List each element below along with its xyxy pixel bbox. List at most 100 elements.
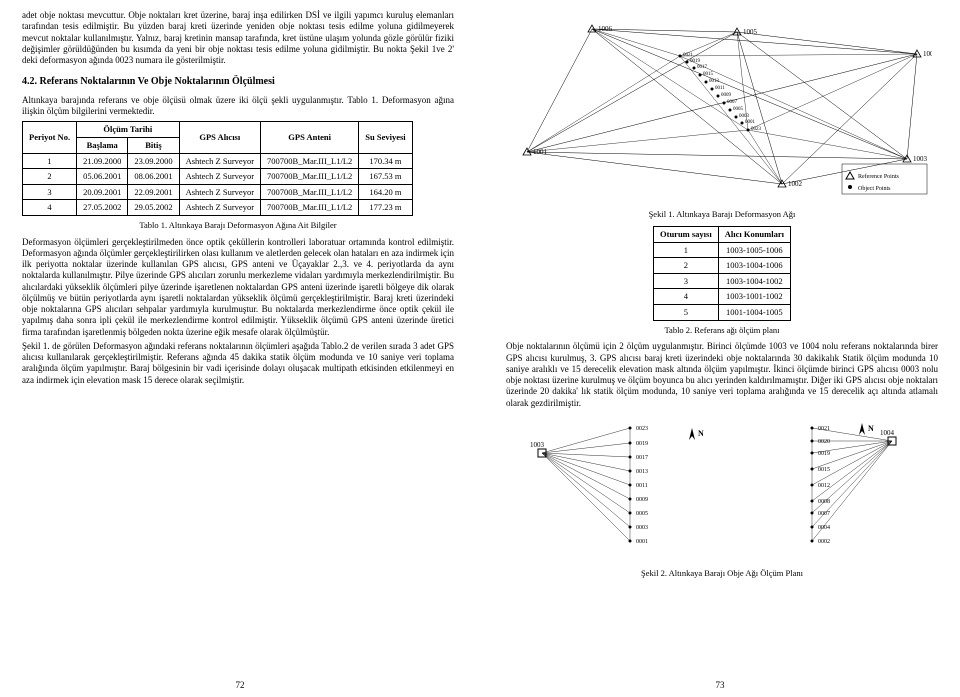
td: 177.23 m — [359, 200, 412, 216]
svg-text:0009: 0009 — [636, 497, 648, 503]
para: adet obje noktası mevcuttur. Obje noktal… — [22, 10, 454, 66]
svg-text:0005: 0005 — [636, 511, 648, 517]
th: Su Seviyesi — [359, 122, 412, 153]
td: 700700B_Mar.III_L1/L2 — [261, 169, 359, 185]
para: Şekil 1. de görülen Deformasyon ağındaki… — [22, 341, 454, 386]
td: 170.34 m — [359, 153, 412, 169]
th: Alıcı Konumları — [718, 226, 790, 242]
td: 700700B_Mar.III_L1/L2 — [261, 200, 359, 216]
svg-text:0003: 0003 — [739, 114, 750, 119]
td: 29.05.2002 — [128, 200, 179, 216]
svg-text:0017: 0017 — [697, 65, 708, 70]
table-1-caption: Tablo 1. Altınkaya Barajı Deformasyon Ağ… — [22, 220, 454, 231]
td: 3 — [654, 273, 719, 289]
svg-text:1002: 1002 — [788, 180, 803, 188]
svg-text:0021: 0021 — [818, 426, 830, 432]
td: 08.06.2001 — [128, 169, 179, 185]
svg-text:0011: 0011 — [636, 483, 648, 489]
td: 1 — [23, 153, 77, 169]
td: 1 — [654, 242, 719, 258]
td: 167.53 m — [359, 169, 412, 185]
svg-text:1003: 1003 — [913, 155, 928, 163]
td: 5 — [654, 305, 719, 321]
svg-text:Reference Points: Reference Points — [858, 173, 899, 180]
table-1: Periyot No. Ölçüm Tarihi GPS Alıcısı GPS… — [22, 121, 413, 216]
svg-text:0002: 0002 — [818, 539, 830, 545]
svg-text:0021: 0021 — [683, 53, 694, 58]
table-row: 320.09.200122.09.2001Ashtech Z Surveyor7… — [23, 184, 413, 200]
svg-text:1006: 1006 — [598, 25, 613, 33]
svg-text:1004: 1004 — [923, 50, 932, 58]
svg-text:0003: 0003 — [636, 525, 648, 531]
td: 700700B_Mar.III_L1/L2 — [261, 184, 359, 200]
td: 4 — [23, 200, 77, 216]
table-row: 21003-1004-1006 — [654, 258, 791, 274]
td: 1001-1004-1005 — [718, 305, 790, 321]
svg-text:N: N — [868, 424, 874, 433]
td: 4 — [654, 289, 719, 305]
svg-text:0015: 0015 — [818, 467, 830, 473]
td: 1003-1001-1002 — [718, 289, 790, 305]
svg-text:1001: 1001 — [533, 148, 548, 156]
svg-text:0023: 0023 — [636, 426, 648, 432]
td: 2 — [654, 258, 719, 274]
svg-text:N: N — [698, 429, 704, 438]
td: Ashtech Z Surveyor — [179, 169, 260, 185]
td: 22.09.2001 — [128, 184, 179, 200]
svg-text:0001: 0001 — [745, 120, 756, 125]
td: 05.06.2001 — [77, 169, 128, 185]
table-row: 205.06.200108.06.2001Ashtech Z Surveyor7… — [23, 169, 413, 185]
object-network-svg: 1003100400230019001700130011000900050003… — [512, 413, 932, 563]
table-2-caption: Tablo 2. Referans ağı ölçüm planı — [506, 325, 938, 336]
th: GPS Anteni — [261, 122, 359, 153]
svg-text:0011: 0011 — [715, 86, 725, 91]
table-row: 427.05.200229.05.2002Ashtech Z Surveyor7… — [23, 200, 413, 216]
td: Ashtech Z Surveyor — [179, 200, 260, 216]
td: 1003-1004-1002 — [718, 273, 790, 289]
table-2: Oturum sayısı Alıcı Konumları 11003-1005… — [653, 226, 791, 321]
td: Ashtech Z Surveyor — [179, 153, 260, 169]
th: Başlama — [77, 137, 128, 153]
svg-text:1004: 1004 — [880, 429, 895, 437]
td: 3 — [23, 184, 77, 200]
table-row: 121.09.200023.09.2000Ashtech Z Surveyor7… — [23, 153, 413, 169]
svg-text:0004: 0004 — [818, 525, 830, 531]
page-number: 73 — [480, 680, 960, 691]
td: 1003-1005-1006 — [718, 242, 790, 258]
svg-text:0008: 0008 — [818, 499, 830, 505]
figure-2: 1003100400230019001700130011000900050003… — [506, 413, 938, 579]
th: GPS Alıcısı — [179, 122, 260, 153]
td: 700700B_Mar.III_L1/L2 — [261, 153, 359, 169]
table-row: 51001-1004-1005 — [654, 305, 791, 321]
svg-text:0023: 0023 — [751, 127, 762, 132]
svg-text:1003: 1003 — [530, 441, 545, 449]
td: 164.20 m — [359, 184, 412, 200]
svg-text:0020: 0020 — [818, 439, 830, 445]
td: Ashtech Z Surveyor — [179, 184, 260, 200]
th: Bitiş — [128, 137, 179, 153]
figure-1-caption: Şekil 1. Altınkaya Barajı Deformasyon Ağ… — [506, 209, 938, 220]
svg-text:0019: 0019 — [636, 441, 648, 447]
svg-text:Object Points: Object Points — [858, 186, 891, 192]
table-row: 31003-1004-1002 — [654, 273, 791, 289]
svg-text:1005: 1005 — [743, 28, 758, 36]
svg-text:0015: 0015 — [703, 72, 714, 77]
td: 1003-1004-1006 — [718, 258, 790, 274]
para: Deformasyon ölçümleri gerçekleştirilmede… — [22, 237, 454, 338]
deformation-network-svg: 1006 1005 1004 1003 1002 1001 002100190017 0015… — [512, 14, 932, 204]
heading-4-2: 4.2. Referans Noktalarının Ve Obje Nokta… — [22, 76, 454, 89]
th: Ölçüm Tarihi — [77, 122, 180, 138]
figure-1: 1006 1005 1004 1003 1002 1001 002100190017 0015… — [506, 14, 938, 220]
svg-text:0013: 0013 — [636, 469, 648, 475]
td: 2 — [23, 169, 77, 185]
svg-text:0019: 0019 — [818, 451, 830, 457]
figure-2-caption: Şekil 2. Altınkaya Barajı Obje Ağı Ölçüm… — [506, 568, 938, 579]
right-page: 1006100510041003100210010021001900170015… — [480, 0, 960, 697]
svg-text:0007: 0007 — [727, 100, 738, 105]
td: 20.09.2001 — [77, 184, 128, 200]
td: 21.09.2000 — [77, 153, 128, 169]
svg-text:0019: 0019 — [690, 59, 701, 64]
svg-text:0009: 0009 — [721, 93, 732, 98]
table-row: 11003-1005-1006 — [654, 242, 791, 258]
td: 23.09.2000 — [128, 153, 179, 169]
